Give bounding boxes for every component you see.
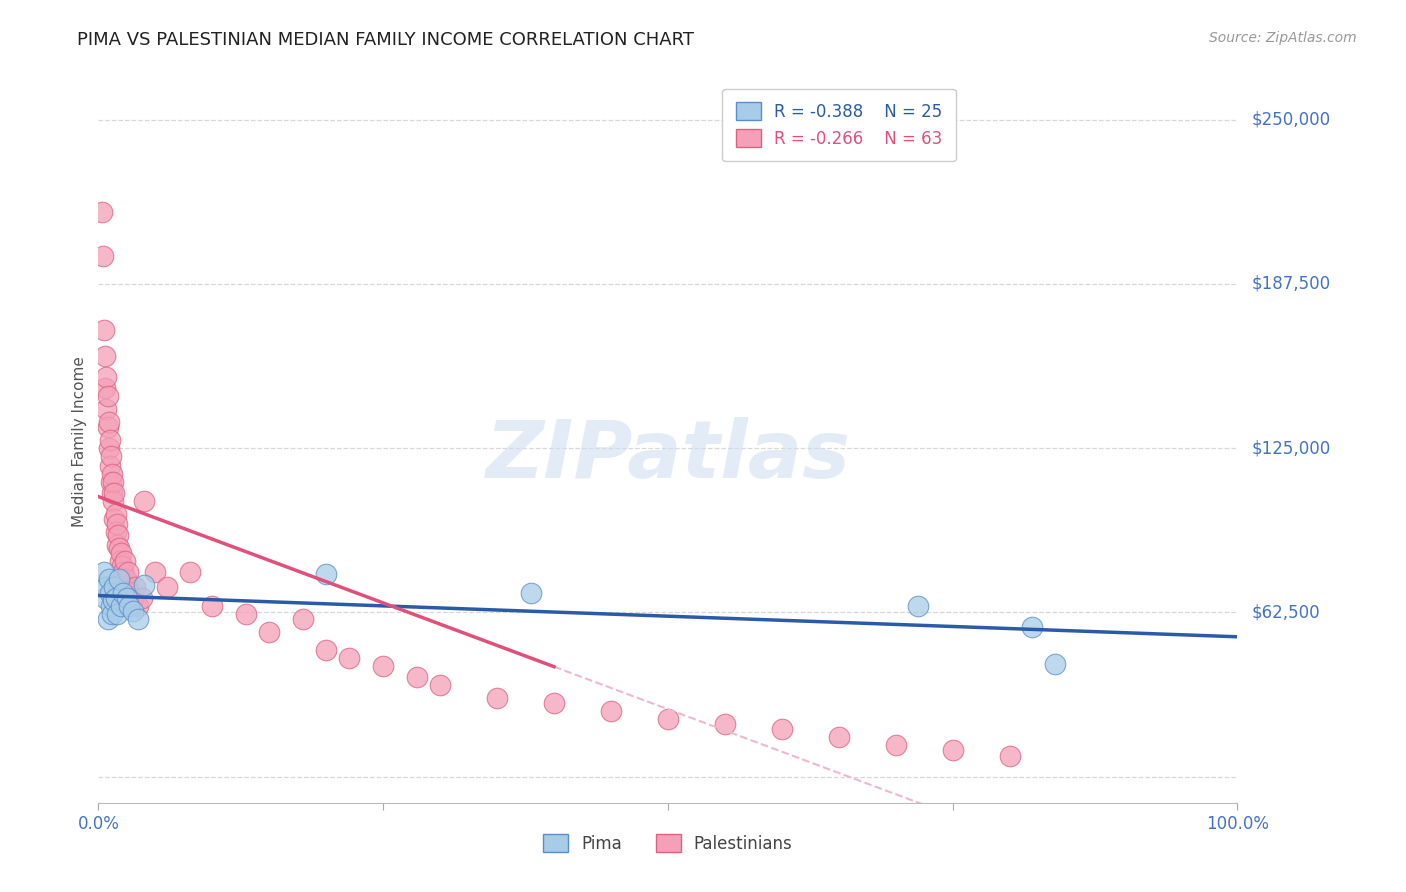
Point (98, 434, 121, 448)
Point (543, 696, 565, 710)
Point (101, 485, 124, 500)
Point (907, 599, 929, 613)
Point (337, 651, 360, 665)
Point (96, 612, 118, 626)
Text: ZIPatlas: ZIPatlas (485, 417, 851, 495)
Point (103, 593, 125, 607)
Point (112, 565, 135, 579)
Point (96, 580, 118, 594)
Point (371, 659, 394, 673)
Text: $187,500: $187,500 (1251, 275, 1330, 293)
Point (101, 607, 124, 621)
Point (94, 349, 117, 363)
Point (235, 607, 257, 621)
Point (108, 573, 131, 587)
Point (132, 493, 155, 508)
Point (111, 559, 134, 574)
Point (121, 604, 143, 618)
Point (292, 612, 315, 626)
Point (118, 599, 141, 613)
Point (105, 517, 128, 532)
Point (101, 467, 124, 482)
Point (103, 475, 125, 490)
Point (100, 449, 122, 463)
Point (94, 381, 117, 395)
Point (600, 704, 623, 718)
Text: $250,000: $250,000 (1251, 111, 1330, 128)
Point (108, 554, 131, 568)
Point (117, 565, 139, 579)
Point (115, 591, 138, 605)
Point (315, 567, 337, 582)
Point (98, 459, 121, 474)
Point (96, 370, 118, 384)
Point (103, 493, 125, 508)
Point (315, 643, 337, 657)
Point (429, 677, 451, 691)
Point (96, 388, 118, 402)
Point (1043, 657, 1066, 671)
Legend: Pima, Palestinians: Pima, Palestinians (537, 828, 799, 860)
Point (98, 585, 121, 599)
Point (828, 730, 851, 744)
Point (259, 625, 281, 640)
Point (90, 204, 112, 219)
Point (486, 690, 509, 705)
Point (104, 525, 127, 540)
Point (1021, 620, 1043, 634)
Point (714, 717, 737, 731)
Point (127, 612, 149, 626)
Point (179, 565, 201, 579)
Point (97, 441, 120, 455)
Point (93, 565, 115, 579)
Point (115, 580, 138, 594)
Point (132, 578, 155, 592)
Point (100, 599, 122, 613)
Point (942, 743, 965, 757)
Point (406, 670, 429, 684)
Point (120, 585, 142, 599)
Y-axis label: Median Family Income: Median Family Income (72, 356, 87, 527)
Point (657, 712, 679, 726)
Point (103, 512, 125, 526)
Point (104, 507, 127, 521)
Point (110, 546, 132, 560)
Point (110, 599, 132, 613)
Point (94, 591, 117, 605)
Point (998, 748, 1021, 763)
Point (105, 607, 128, 621)
Point (100, 475, 122, 490)
Point (107, 528, 129, 542)
Point (114, 573, 136, 587)
Point (770, 723, 793, 737)
Point (127, 599, 149, 613)
Text: $125,000: $125,000 (1251, 439, 1330, 457)
Point (105, 538, 128, 552)
Point (108, 541, 131, 555)
Point (124, 580, 146, 594)
Point (131, 591, 153, 605)
Point (103, 485, 125, 500)
Point (156, 580, 179, 594)
Point (201, 599, 224, 613)
Text: Source: ZipAtlas.com: Source: ZipAtlas.com (1209, 31, 1357, 45)
Text: PIMA VS PALESTINIAN MEDIAN FAMILY INCOME CORRELATION CHART: PIMA VS PALESTINIAN MEDIAN FAMILY INCOME… (77, 31, 695, 49)
Point (91, 249, 114, 263)
Point (103, 580, 125, 594)
Point (884, 738, 907, 752)
Point (114, 554, 136, 568)
Text: $62,500: $62,500 (1251, 603, 1320, 622)
Point (121, 591, 143, 605)
Point (97, 415, 120, 429)
Point (96, 401, 118, 416)
Point (97, 573, 120, 587)
Point (104, 591, 127, 605)
Point (93, 323, 115, 337)
Point (520, 585, 543, 599)
Point (112, 585, 135, 599)
Point (145, 565, 167, 579)
Point (96, 420, 118, 434)
